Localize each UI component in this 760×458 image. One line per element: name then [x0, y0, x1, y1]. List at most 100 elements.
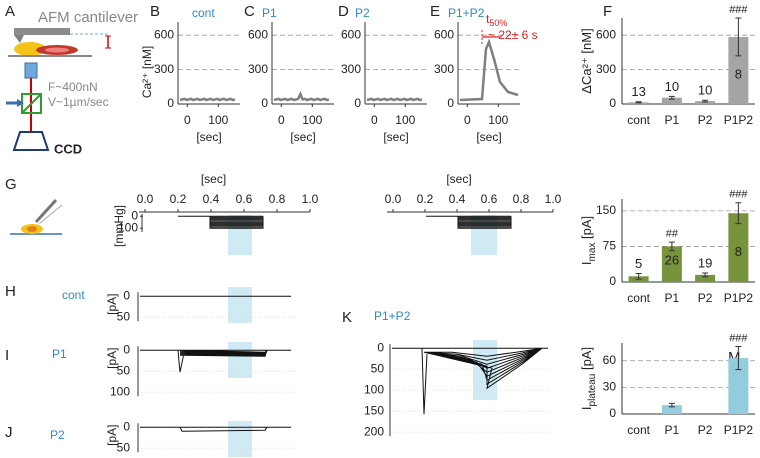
y-tick-label: 0 [609, 406, 616, 420]
analysis-window [228, 421, 252, 457]
annotation: t50% [486, 12, 507, 28]
x-tick-label: P2 [698, 423, 713, 437]
x-tick-label: P2 [698, 113, 713, 127]
error-bar [668, 241, 675, 252]
panel-letter: J [5, 424, 13, 441]
n-label: 10 [665, 79, 679, 94]
y-axis-label: max [587, 243, 598, 262]
x-tick-label: 0.2 [170, 192, 187, 206]
x-tick-label: P1P2 [724, 113, 754, 127]
significance-label: ### [729, 332, 748, 344]
bar [661, 246, 682, 282]
y-tick-label: 300 [248, 62, 268, 76]
y-tick-label: 50 [117, 309, 131, 323]
x-tick-label: P2 [698, 291, 713, 305]
x-tick-label: 0 [278, 113, 285, 127]
x-tick-label: 1.0 [545, 192, 562, 206]
y-axis-label: [mmHg] [112, 205, 126, 247]
y-tick-label: 0 [377, 340, 384, 354]
condition-label: cont [62, 288, 85, 302]
y-tick-label: 75 [603, 239, 617, 253]
y-tick-label: 300 [434, 62, 454, 76]
y-axis-label: ΔCa²⁺ [nM] [579, 28, 594, 93]
y-tick-label: 600 [248, 27, 268, 41]
y-tick-label: 0 [123, 288, 130, 302]
x-axis-label: [sec] [446, 172, 471, 186]
bar [728, 213, 749, 282]
y-axis-label: [pA] [105, 348, 119, 369]
y-tick-label: 600 [434, 27, 454, 41]
y-axis-label: plateau [587, 374, 598, 407]
x-tick-label: 1.0 [302, 192, 319, 206]
error-bar [702, 99, 709, 103]
setup-label: V~1µm/sec [48, 95, 109, 109]
y-tick-label: 0 [261, 96, 268, 110]
x-axis-label: [sec] [201, 172, 226, 186]
y-axis-label: I [579, 406, 594, 410]
panel-title: P1 [262, 6, 277, 20]
y-tick-label: 50 [117, 363, 131, 377]
panel-letter: E [430, 3, 440, 20]
panel-letter: D [338, 3, 349, 20]
x-axis-label: [sec] [290, 130, 315, 144]
annotation: ~ 22± 6 s [488, 28, 538, 42]
y-axis-label: [pA] [105, 294, 119, 315]
y-axis-label: [pA] [579, 347, 594, 374]
x-tick-label: P1 [665, 291, 680, 305]
error-bar [735, 17, 742, 57]
bar [695, 101, 716, 104]
y-tick-label: 600 [341, 27, 361, 41]
panel-title: P2 [355, 6, 370, 20]
x-axis-label: [sec] [383, 130, 408, 144]
current-trace [392, 347, 548, 415]
panel-letter: F [603, 3, 612, 20]
error-bar [735, 202, 742, 225]
panel-title: P1+P2 [448, 6, 485, 20]
y-axis-label: I [579, 262, 594, 266]
setup-diagram [6, 28, 111, 151]
bar [728, 358, 749, 414]
panel-letter: K [342, 309, 352, 326]
y-tick-label: 300 [341, 62, 361, 76]
setup-label: CCD [54, 141, 82, 156]
n-label: 13 [631, 84, 645, 99]
significance-label: ## [666, 228, 679, 240]
y-tick-label: 0 [609, 274, 616, 288]
current-trace [140, 426, 291, 432]
calcium-trace [459, 38, 519, 102]
y-tick-label: 600 [596, 27, 616, 41]
x-axis-label: [sec] [196, 130, 221, 144]
bar [695, 274, 716, 282]
bar [661, 97, 682, 104]
n-label: 5 [635, 256, 642, 271]
x-tick-label: 0.4 [203, 192, 220, 206]
error-bar [635, 101, 642, 104]
y-tick-label: 0 [354, 96, 361, 110]
x-tick-label: 0.8 [269, 192, 286, 206]
calcium-trace [366, 97, 423, 102]
y-axis-label: [pA] [105, 425, 119, 446]
x-tick-label: cont [627, 291, 650, 305]
x-tick-label: 0.0 [137, 192, 154, 206]
x-tick-label: P1P2 [724, 423, 754, 437]
y-tick-label: 0 [123, 342, 130, 356]
x-tick-label: 100 [395, 113, 415, 127]
n-label: 8 [735, 67, 742, 82]
y-tick-label: 0 [131, 208, 138, 222]
setup-label: F~400nN [48, 80, 98, 94]
y-tick-label: 0 [123, 419, 130, 433]
analysis-window [228, 215, 252, 255]
x-tick-label: 0.6 [236, 192, 253, 206]
x-tick-label: 100 [488, 113, 508, 127]
x-tick-label: 0.0 [385, 192, 402, 206]
y-tick-label: 600 [154, 27, 174, 41]
x-tick-label: 0.8 [513, 192, 530, 206]
panel-letter: C [244, 3, 255, 20]
x-tick-label: P1 [665, 113, 680, 127]
significance-label: ### [729, 189, 748, 201]
x-tick-label: P1 [665, 423, 680, 437]
y-tick-label: 150 [364, 403, 384, 417]
y-axis-label: Imax [pA] [579, 216, 597, 265]
significance-label: ### [729, 4, 748, 16]
analysis-window [228, 342, 252, 378]
